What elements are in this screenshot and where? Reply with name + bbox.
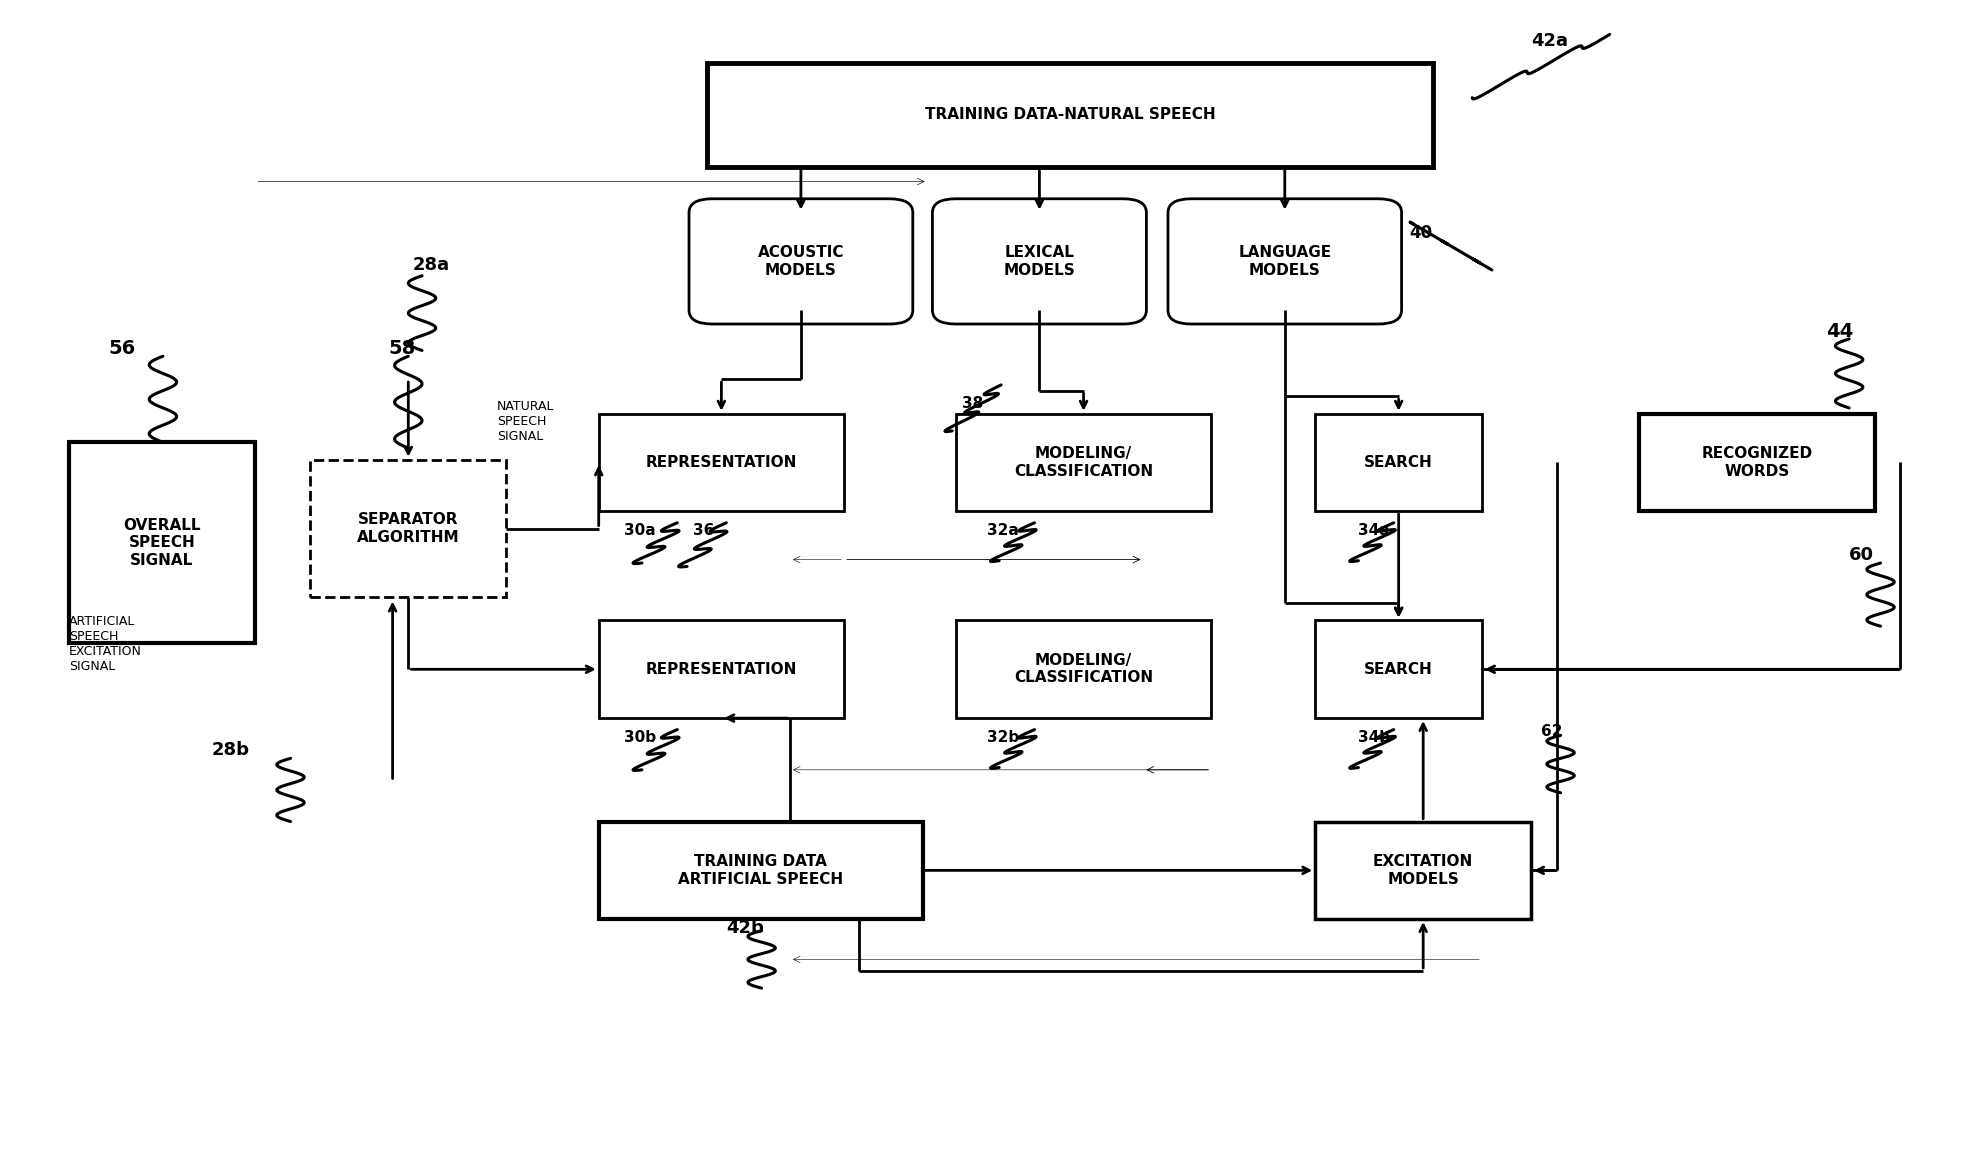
FancyBboxPatch shape [1315,620,1482,718]
Text: ACOUSTIC
MODELS: ACOUSTIC MODELS [758,245,844,278]
Text: 36: 36 [693,523,715,538]
Text: LANGUAGE
MODELS: LANGUAGE MODELS [1239,245,1331,278]
Text: 42a: 42a [1531,32,1568,51]
Text: 38: 38 [962,396,983,411]
FancyBboxPatch shape [932,199,1146,324]
FancyBboxPatch shape [599,822,923,919]
Text: 62: 62 [1541,724,1563,739]
Text: MODELING/
CLASSIFICATION: MODELING/ CLASSIFICATION [1015,653,1152,686]
FancyBboxPatch shape [707,63,1433,167]
FancyBboxPatch shape [1168,199,1402,324]
FancyBboxPatch shape [956,620,1211,718]
FancyBboxPatch shape [599,414,844,511]
Text: REPRESENTATION: REPRESENTATION [646,662,797,677]
FancyBboxPatch shape [956,414,1211,511]
Text: SEPARATOR
ALGORITHM: SEPARATOR ALGORITHM [357,512,459,545]
Text: SEARCH: SEARCH [1364,455,1433,470]
Text: LEXICAL
MODELS: LEXICAL MODELS [1003,245,1076,278]
Text: OVERALL
SPEECH
SIGNAL: OVERALL SPEECH SIGNAL [124,518,200,568]
FancyBboxPatch shape [1639,414,1875,511]
Text: 34b: 34b [1358,730,1390,745]
Text: 28b: 28b [212,741,249,759]
Text: 30a: 30a [624,523,656,538]
FancyBboxPatch shape [1315,414,1482,511]
FancyBboxPatch shape [310,460,506,597]
Text: 44: 44 [1826,322,1853,341]
Text: TRAINING DATA-NATURAL SPEECH: TRAINING DATA-NATURAL SPEECH [925,107,1215,123]
Text: MODELING/
CLASSIFICATION: MODELING/ CLASSIFICATION [1015,446,1152,479]
Text: 30b: 30b [624,730,656,745]
FancyBboxPatch shape [69,442,255,643]
Text: 28a: 28a [412,256,450,275]
Text: 34a: 34a [1358,523,1390,538]
Text: 32a: 32a [987,523,1019,538]
Text: 40: 40 [1409,224,1433,242]
Text: SEARCH: SEARCH [1364,662,1433,677]
FancyBboxPatch shape [1315,822,1531,919]
Text: EXCITATION
MODELS: EXCITATION MODELS [1372,854,1474,887]
Text: TRAINING DATA
ARTIFICIAL SPEECH: TRAINING DATA ARTIFICIAL SPEECH [677,854,844,887]
Text: ARTIFICIAL
SPEECH
EXCITATION
SIGNAL: ARTIFICIAL SPEECH EXCITATION SIGNAL [69,615,141,672]
FancyBboxPatch shape [689,199,913,324]
Text: 42b: 42b [726,919,764,938]
Text: NATURAL
SPEECH
SIGNAL: NATURAL SPEECH SIGNAL [497,400,554,442]
Text: 32b: 32b [987,730,1019,745]
Text: RECOGNIZED
WORDS: RECOGNIZED WORDS [1702,446,1812,479]
FancyBboxPatch shape [599,620,844,718]
Text: 58: 58 [389,339,416,358]
Text: REPRESENTATION: REPRESENTATION [646,455,797,470]
Text: 60: 60 [1849,546,1875,564]
Text: 56: 56 [108,339,135,358]
